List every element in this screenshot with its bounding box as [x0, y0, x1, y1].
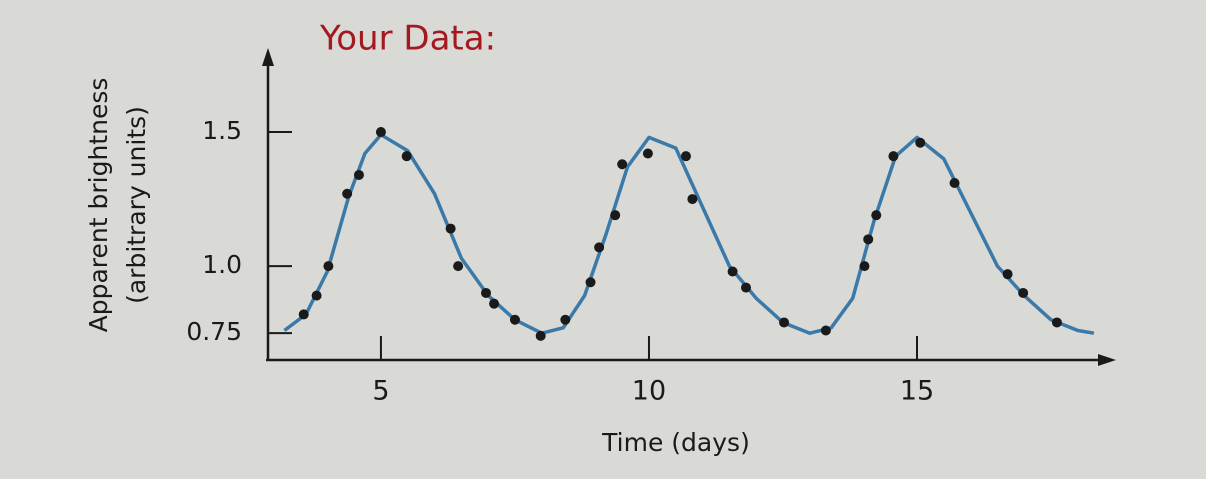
data-point — [375, 127, 386, 138]
y-tick-label: 1.0 — [202, 250, 242, 279]
curve — [283, 132, 1095, 335]
data-point — [863, 234, 874, 245]
data-point — [342, 188, 353, 199]
data-point — [323, 261, 334, 272]
x-axis-label: Time (days) — [601, 428, 750, 457]
data-point — [594, 242, 605, 253]
data-point — [489, 298, 500, 309]
data-point — [642, 148, 653, 159]
data-point — [298, 309, 309, 320]
data-point — [617, 159, 628, 170]
data-point — [509, 314, 520, 325]
data-point — [481, 287, 492, 298]
data-point — [741, 282, 752, 293]
data-point — [680, 151, 691, 162]
y-axis-arrow — [262, 48, 274, 66]
data-point — [353, 169, 364, 180]
data-point — [915, 137, 926, 148]
data-point — [1051, 317, 1062, 328]
data-point — [859, 261, 870, 272]
data-point — [610, 210, 621, 221]
data-point — [311, 290, 322, 301]
data-point — [1018, 287, 1029, 298]
data-point — [888, 151, 899, 162]
chart-title: Your Data: — [319, 19, 496, 59]
data-point — [779, 317, 790, 328]
y-axis-label: (arbitrary units) — [122, 106, 151, 304]
x-axis-arrow — [1098, 354, 1116, 366]
y-tick-label: 1.5 — [202, 116, 242, 145]
data-point — [535, 330, 546, 341]
data-point — [445, 223, 456, 234]
data-point — [687, 194, 698, 205]
data-point — [1002, 269, 1013, 280]
y-axis-label: Apparent brightness — [84, 78, 113, 333]
x-tick-label: 5 — [372, 376, 389, 407]
x-tick-label: 15 — [900, 376, 934, 407]
data-point — [585, 277, 596, 288]
data-point — [727, 266, 738, 277]
data-point — [453, 261, 464, 272]
data-point — [871, 210, 882, 221]
data-point — [820, 325, 831, 336]
x-tick-label: 10 — [632, 376, 666, 407]
data-point — [401, 151, 412, 162]
data-point — [560, 314, 571, 325]
data-point — [949, 178, 960, 188]
y-tick-label: 0.75 — [186, 317, 242, 346]
